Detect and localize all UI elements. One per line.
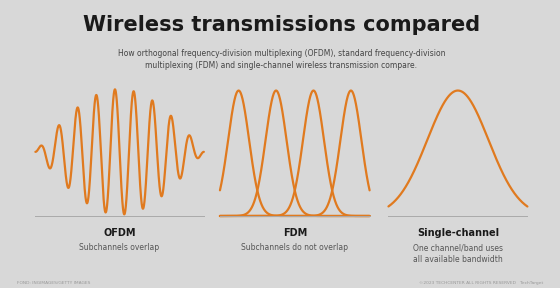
Text: Subchannels do not overlap: Subchannels do not overlap (241, 243, 348, 252)
Text: FOND: INGIMAGES/GETTY IMAGES: FOND: INGIMAGES/GETTY IMAGES (17, 281, 90, 285)
Text: ©2023 TECHCENTER ALL RIGHTS RESERVED   TechTarget: ©2023 TECHCENTER ALL RIGHTS RESERVED Tec… (419, 281, 543, 285)
Text: One channel/band uses
all available bandwidth: One channel/band uses all available band… (413, 243, 503, 264)
Text: Subchannels overlap: Subchannels overlap (80, 243, 160, 252)
Text: FDM: FDM (283, 228, 307, 238)
Text: OFDM: OFDM (103, 228, 136, 238)
Text: Single-channel: Single-channel (417, 228, 499, 238)
Text: How orthogonal frequency-division multiplexing (OFDM), standard frequency-divisi: How orthogonal frequency-division multip… (118, 49, 445, 70)
Text: Wireless transmissions compared: Wireless transmissions compared (83, 15, 480, 35)
